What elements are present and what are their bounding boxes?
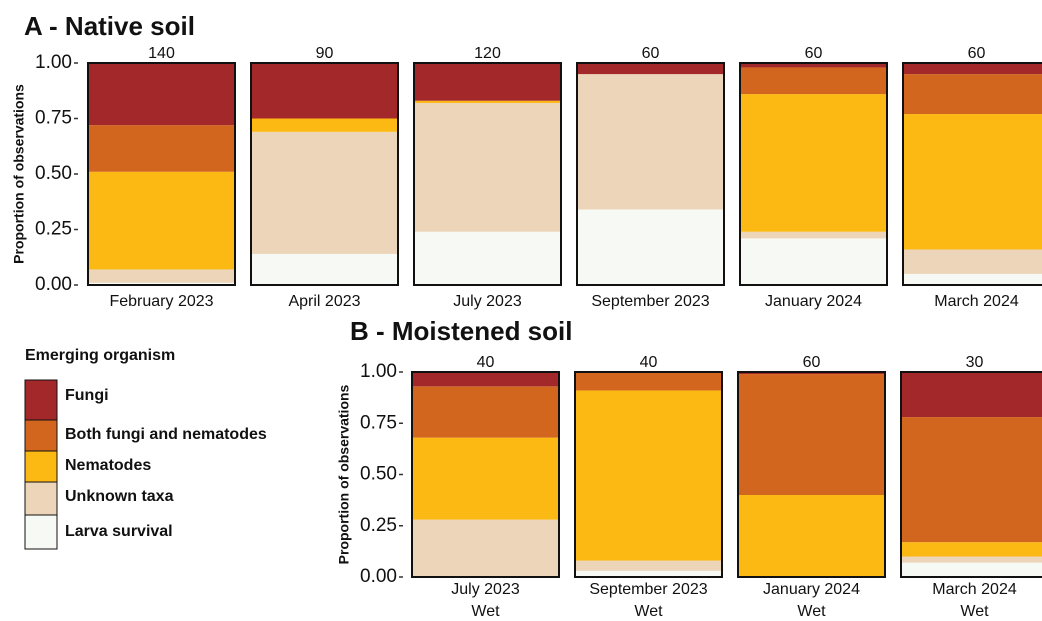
bar-segment xyxy=(903,114,1042,249)
legend-swatch xyxy=(25,451,57,482)
bar-total: 60 xyxy=(642,45,660,62)
bar-segment xyxy=(901,557,1042,563)
y-tick-label: 0.00 xyxy=(35,274,72,295)
bar-segment xyxy=(577,63,724,74)
x-tick-label: July 2023 xyxy=(451,581,520,598)
bar-segment xyxy=(412,386,559,437)
legend-swatch xyxy=(25,515,57,549)
x-tick-label: Wet xyxy=(960,603,989,620)
y-tick-label: 0.50 xyxy=(35,163,72,184)
bar-segment xyxy=(575,561,722,571)
bar-segment xyxy=(251,63,398,119)
legend-label: Both fungi and nematodes xyxy=(65,426,267,443)
bar-total: 40 xyxy=(477,354,495,371)
bar-segment xyxy=(412,438,559,520)
y-axis-label: Proportion of observations xyxy=(11,84,27,264)
y-tick-label: 0.75 xyxy=(360,412,397,433)
figure: A - Native soil B - Moistened soil Emerg… xyxy=(0,0,1042,621)
y-tick-label: 0.75 xyxy=(35,108,72,129)
legend-label: Fungi xyxy=(65,387,109,404)
bar-segment xyxy=(414,63,561,101)
legend-swatch xyxy=(25,380,57,420)
x-tick-label: September 2023 xyxy=(591,293,709,310)
x-tick-label: July 2023 xyxy=(453,293,522,310)
bar-segment xyxy=(903,63,1042,74)
x-tick-label: January 2024 xyxy=(763,581,860,598)
bar-segment xyxy=(414,232,561,285)
bar-segment xyxy=(577,210,724,285)
bar-segment xyxy=(251,254,398,285)
legend-label: Unknown taxa xyxy=(65,488,174,505)
bar-segment xyxy=(88,269,235,282)
bar-segment xyxy=(901,563,1042,577)
bar-segment xyxy=(412,372,559,386)
y-axis-label: Proportion of observations xyxy=(336,384,352,564)
y-tick-label: 0.25 xyxy=(360,515,397,536)
bar-segment xyxy=(901,417,1042,542)
y-tick-label: 0.00 xyxy=(360,566,397,587)
legend-swatch xyxy=(25,420,57,451)
bar-total: 30 xyxy=(966,354,984,371)
y-tick-label: 0.50 xyxy=(360,464,397,485)
bar-segment xyxy=(88,172,235,270)
x-tick-label: Wet xyxy=(471,603,500,620)
bar-segment xyxy=(901,542,1042,556)
bar-segment xyxy=(577,74,724,209)
x-tick-label: March 2024 xyxy=(932,581,1017,598)
bar-segment xyxy=(740,238,887,285)
bar-segment xyxy=(738,495,885,577)
panel-b-title: B - Moistened soil xyxy=(350,316,572,346)
bar-segment xyxy=(414,101,561,103)
legend-label: Nematodes xyxy=(65,457,151,474)
page: A - Native soil B - Moistened soil Emerg… xyxy=(0,0,1042,621)
x-tick-label: April 2023 xyxy=(288,293,360,310)
bar-segment xyxy=(740,232,887,239)
x-tick-label: Wet xyxy=(797,603,826,620)
y-tick-label: 1.00 xyxy=(35,52,72,73)
bar-segment xyxy=(740,67,887,94)
bar-total: 140 xyxy=(148,45,175,62)
x-tick-label: March 2024 xyxy=(934,293,1019,310)
x-tick-label: Wet xyxy=(634,603,663,620)
bar-segment xyxy=(903,274,1042,285)
bar-total: 120 xyxy=(474,45,501,62)
bar-segment xyxy=(903,74,1042,114)
legend-label: Larva survival xyxy=(65,523,173,540)
bar-total: 60 xyxy=(968,45,986,62)
bar-segment xyxy=(901,372,1042,417)
x-tick-label: September 2023 xyxy=(589,581,707,598)
bar-total: 60 xyxy=(805,45,823,62)
bar-segment xyxy=(903,249,1042,273)
bar-segment xyxy=(738,374,885,495)
x-tick-label: January 2024 xyxy=(765,293,862,310)
bar-segment xyxy=(88,125,235,172)
bar-total: 40 xyxy=(640,354,658,371)
bar-segment xyxy=(740,94,887,232)
bar-segment xyxy=(251,132,398,254)
y-tick-label: 0.25 xyxy=(35,219,72,240)
bar-segment xyxy=(251,119,398,132)
bar-segment xyxy=(88,63,235,125)
bar-total: 90 xyxy=(316,45,334,62)
bar-segment xyxy=(414,103,561,232)
bar-segment xyxy=(575,372,722,390)
x-tick-label: February 2023 xyxy=(109,293,213,310)
legend-title: Emerging organism xyxy=(25,347,175,364)
panel-a-title: A - Native soil xyxy=(24,11,195,41)
legend-swatch xyxy=(25,482,57,515)
bar-total: 60 xyxy=(803,354,821,371)
bar-segment xyxy=(412,520,559,577)
bar-segment xyxy=(575,390,722,560)
y-tick-label: 1.00 xyxy=(360,361,397,382)
